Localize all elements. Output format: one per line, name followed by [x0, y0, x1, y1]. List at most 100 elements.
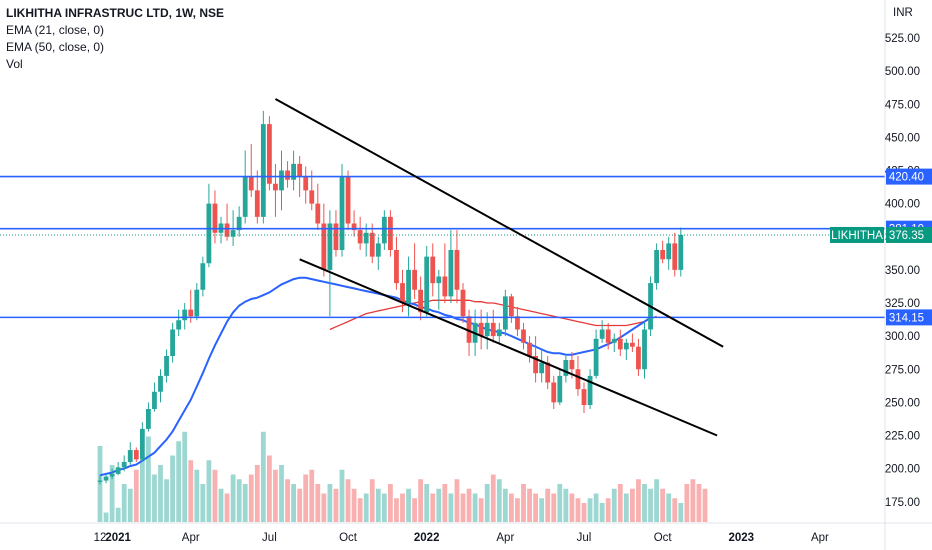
volume-bar	[521, 484, 526, 522]
price-label-bg	[886, 168, 932, 185]
volume-bar	[539, 498, 545, 522]
volume-bar	[593, 493, 599, 522]
x-tick-label: Apr	[182, 532, 200, 544]
volume-bar	[563, 488, 569, 522]
currency-label: INR	[893, 7, 913, 19]
volume-bar	[557, 484, 563, 522]
volume-bar	[623, 493, 629, 522]
candle-body	[660, 250, 666, 260]
volume-bar	[660, 488, 666, 522]
candle-body	[230, 230, 236, 237]
x-tick-label: Jul	[577, 532, 592, 544]
volume-bar	[400, 493, 405, 522]
candle-body	[557, 375, 563, 403]
volume-bar	[484, 484, 490, 522]
candle-body	[381, 216, 387, 244]
candle-body	[515, 316, 520, 330]
symbol-tag-bg	[830, 226, 884, 243]
candle-body	[521, 329, 526, 343]
volume-bar	[666, 493, 672, 522]
volume-bar	[448, 493, 454, 522]
y-tick-label: 525.00	[885, 33, 920, 45]
candle-body	[285, 170, 290, 180]
y-tick-label: 275.00	[885, 364, 920, 376]
volume-bar	[569, 493, 575, 522]
volume-bar	[545, 488, 551, 522]
candle-body	[139, 428, 145, 460]
candle-body	[617, 338, 623, 350]
volume-bar	[617, 484, 623, 522]
candle-body	[636, 346, 641, 370]
x-tick-label: 2023	[729, 532, 755, 544]
volume-bar	[478, 498, 484, 522]
volume-bar	[267, 455, 272, 522]
candle-body	[327, 223, 333, 270]
volume-bar	[242, 484, 248, 522]
volume-bar	[146, 436, 151, 522]
x-tick-label: Oct	[654, 532, 673, 544]
candle-body	[460, 289, 466, 317]
candle-body	[357, 230, 363, 244]
volume-bar	[254, 465, 260, 522]
y-tick-label: 175.00	[885, 497, 920, 509]
volume-bar	[133, 469, 139, 522]
candle-body	[400, 283, 405, 303]
volume-bar	[321, 493, 327, 522]
volume-bar	[345, 479, 351, 522]
volume-bar	[406, 488, 411, 522]
volume-bar	[357, 498, 363, 522]
volume-bar	[236, 479, 242, 522]
candle-body	[152, 391, 157, 409]
volume-bar	[527, 488, 532, 522]
candle-body	[672, 243, 678, 270]
volume-bar	[230, 474, 236, 522]
candle-body	[224, 223, 230, 237]
volume-bar	[678, 503, 684, 522]
volume-bar	[260, 431, 266, 522]
volume-bar	[509, 493, 514, 522]
volume-bar	[424, 484, 430, 522]
candle-body	[466, 316, 472, 343]
volume-bar	[575, 498, 581, 522]
candle-body	[303, 177, 309, 191]
legend-volume: Vol	[6, 57, 23, 71]
candle-body	[242, 177, 248, 217]
chart-legend: LIKHITHA INFRASTRUC LTD, 1W, NSE EMA (21…	[6, 5, 224, 73]
candle-body	[254, 190, 260, 217]
candle-body	[309, 190, 315, 204]
volume-bar	[182, 431, 188, 522]
price-label: 314.15	[889, 312, 924, 324]
candle-body	[509, 296, 514, 317]
candle-body	[206, 203, 212, 264]
candle-body	[654, 250, 659, 284]
volume-bar	[648, 488, 653, 522]
volume-bar	[121, 484, 127, 522]
volume-bar	[381, 493, 387, 522]
volume-bar	[642, 484, 647, 522]
y-tick-label: 500.00	[885, 66, 920, 78]
volume-bar	[672, 498, 678, 522]
candle-body	[442, 276, 448, 297]
volume-bar	[533, 493, 538, 522]
volume-bar	[599, 503, 605, 522]
price-label: 420.40	[889, 172, 924, 184]
volume-bar	[279, 465, 284, 522]
candle-body	[194, 289, 200, 317]
candle-body	[666, 243, 672, 260]
candle-body	[605, 329, 611, 343]
volume-bar	[418, 479, 424, 522]
candle-body	[212, 203, 218, 233]
candle-body	[539, 362, 545, 374]
candle-body	[533, 356, 538, 374]
candle-body	[454, 250, 460, 290]
candle-body	[369, 232, 375, 257]
volume-bar	[309, 469, 315, 522]
x-tick-label: Apr	[496, 532, 514, 544]
candle-body	[599, 329, 605, 339]
volume-bar	[339, 469, 345, 522]
volume-bar	[605, 498, 611, 522]
candle-body	[593, 338, 599, 376]
x-tick-label: 2021	[105, 532, 131, 544]
